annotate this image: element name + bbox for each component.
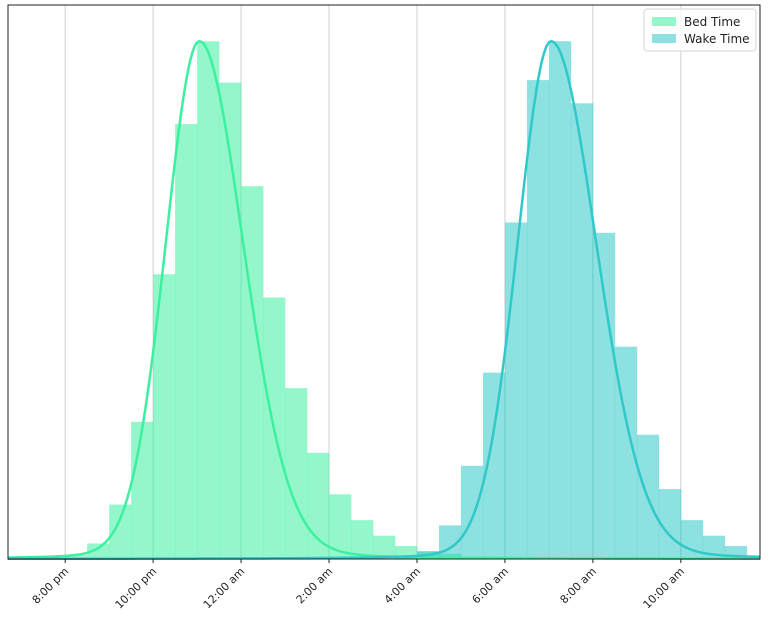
legend-swatch bbox=[652, 34, 676, 43]
histogram-bar bbox=[131, 421, 154, 559]
legend-swatch bbox=[652, 17, 676, 26]
histogram-bar bbox=[460, 465, 484, 559]
x-tick-label: 12:00 am bbox=[201, 565, 247, 611]
bar-group bbox=[394, 41, 748, 560]
histogram-bar bbox=[614, 346, 638, 559]
histogram-bar bbox=[241, 186, 264, 559]
x-tick-label: 2:00 am bbox=[294, 565, 335, 606]
histogram-bar bbox=[153, 274, 176, 559]
histogram-bar bbox=[307, 452, 330, 559]
x-axis-ticks: 8:00 pm 10:00 pm 12:00 am 2:00 am 4:00 am 6:0… bbox=[30, 559, 687, 612]
histogram-bar bbox=[526, 80, 550, 559]
histogram-bar bbox=[175, 124, 198, 560]
x-tick-label: 10:00 pm bbox=[113, 565, 160, 612]
x-tick-label: 10:00 am bbox=[641, 565, 687, 611]
x-tick-label: 6:00 am bbox=[470, 565, 511, 606]
histogram-bar bbox=[592, 232, 616, 559]
histogram-bar bbox=[504, 222, 528, 559]
x-tick-label: 4:00 am bbox=[382, 565, 423, 606]
x-tick-label: 8:00 pm bbox=[30, 565, 72, 607]
histogram-bar bbox=[109, 504, 132, 559]
histogram-bar bbox=[219, 82, 242, 560]
histogram-bar bbox=[87, 543, 110, 559]
histogram-bar bbox=[351, 520, 374, 559]
histogram-bar bbox=[482, 372, 506, 559]
plot-frame bbox=[7, 4, 761, 560]
histogram-bar bbox=[570, 103, 594, 559]
histogram-bar bbox=[373, 535, 396, 559]
histogram-bar bbox=[197, 41, 220, 560]
histogram-bar bbox=[680, 520, 704, 559]
histogram-bar bbox=[329, 494, 352, 559]
legend: Bed Time Wake Time bbox=[643, 8, 757, 52]
x-tick-label: 8:00 am bbox=[558, 565, 599, 606]
histogram-bar bbox=[548, 41, 572, 560]
legend-label: Wake Time bbox=[684, 32, 750, 46]
histogram-bar bbox=[285, 388, 308, 559]
legend-label: Bed Time bbox=[684, 15, 740, 29]
histogram-bar bbox=[65, 554, 88, 559]
